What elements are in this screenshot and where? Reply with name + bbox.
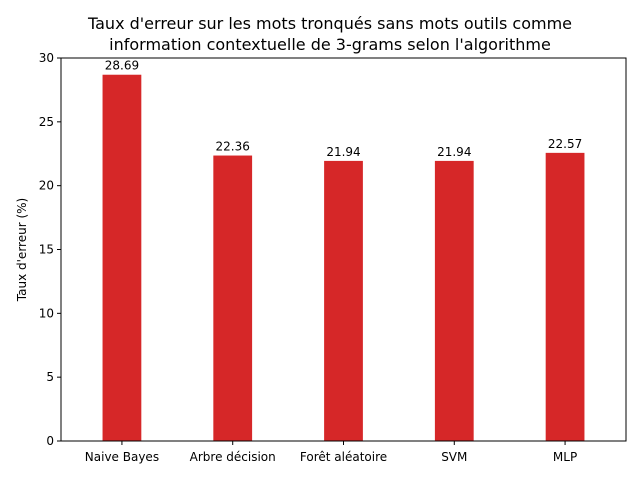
y-tick-label-0: 0 [46,434,54,448]
x-axis-ticks: Naive Bayes Arbre décision Forêt aléatoire… [85,441,577,464]
value-labels-layer: 28.69 22.36 21.94 21.94 22.57 [105,59,582,159]
bar-1 [213,155,253,441]
bar-value-label-3: 21.94 [437,145,471,159]
y-tick-label-1: 5 [46,370,54,384]
bar-2 [324,160,363,441]
bar-4 [545,152,585,442]
y-tick-label-5: 25 [39,115,54,129]
bar-value-label-4: 22.57 [548,137,582,151]
bar-value-label-2: 21.94 [326,145,360,159]
y-tick-label-6: 30 [39,51,54,65]
chart-title-line-1: Taux d'erreur sur les mots tronqués sans… [87,14,572,33]
bar-3 [434,160,474,441]
bar-0 [102,74,142,441]
chart-title-line-2: information contextuelle de 3-grams selo… [109,35,551,54]
x-tick-label-1: Arbre décision [190,450,276,464]
bar-value-label-0: 28.69 [105,59,139,73]
y-axis-ticks: 0 5 10 15 20 25 30 [39,51,61,448]
x-tick-label-3: SVM [441,450,467,464]
y-tick-label-4: 20 [39,179,54,193]
x-tick-label-4: MLP [553,450,577,464]
bars-layer [102,74,585,442]
y-axis-label: Taux d'erreur (%) [15,198,29,302]
y-tick-label-2: 10 [39,306,54,320]
y-tick-label-3: 15 [39,243,54,257]
x-tick-label-0: Naive Bayes [85,450,159,464]
axes-frame [60,57,627,442]
bar-value-label-1: 22.36 [216,140,250,154]
x-tick-label-2: Forêt aléatoire [300,450,387,464]
